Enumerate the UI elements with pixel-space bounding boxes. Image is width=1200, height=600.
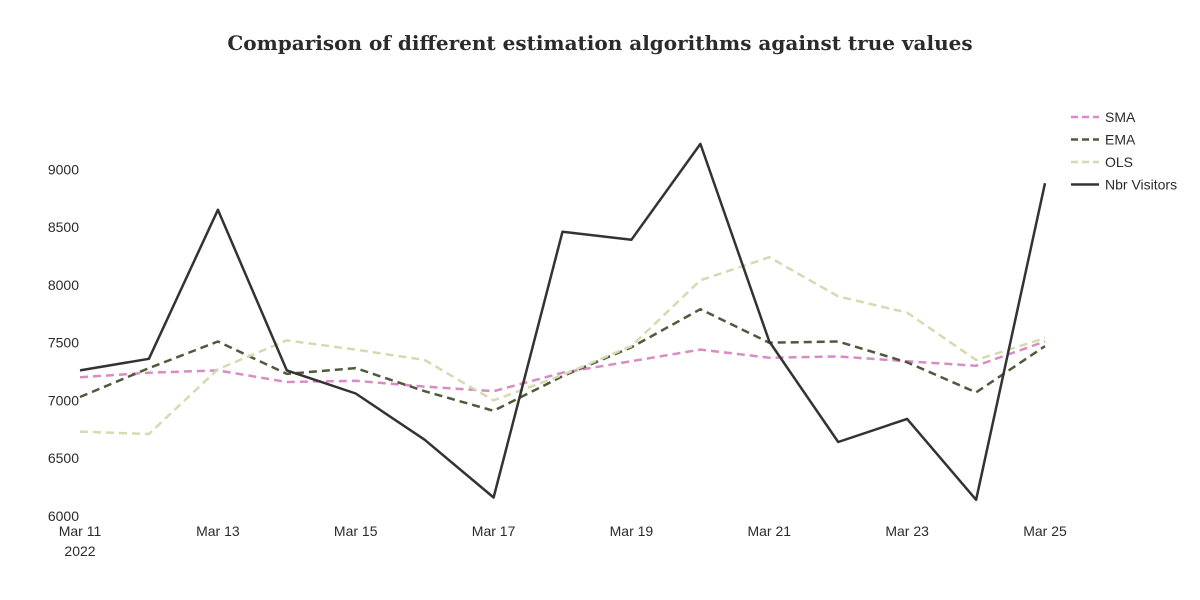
x-tick-label: Mar 21 [747, 523, 791, 539]
y-tick-label: 6500 [48, 450, 79, 466]
x-axis: Mar 11 2022 Mar 13 Mar 15 Mar 17 Mar 19 Mar 21… [59, 523, 1067, 559]
x-tick-label: Mar 23 [885, 523, 929, 539]
y-tick-label: 8000 [48, 277, 79, 293]
series-line-ols [79, 255, 1046, 436]
x-tick-label: Mar 13 [196, 523, 240, 539]
legend-label: Nbr Visitors [1105, 177, 1177, 193]
plot-area [79, 142, 1047, 502]
chart-title: Comparison of different estimation algor… [227, 31, 972, 55]
y-tick-label: 7000 [48, 392, 79, 408]
legend-label: EMA [1105, 132, 1136, 148]
y-axis: 6000 6500 7000 7500 8000 8500 9000 [48, 161, 79, 524]
legend: SMA EMA OLS Nbr Visitors [1071, 109, 1177, 193]
y-tick-label: 8500 [48, 219, 79, 235]
y-tick-label: 7500 [48, 335, 79, 351]
series-line-ema [79, 307, 1046, 413]
y-tick-label: 9000 [48, 161, 79, 177]
x-tick-label: Mar 15 [334, 523, 378, 539]
series-line-sma [79, 340, 1046, 393]
series-line-nbr-visitors [79, 142, 1047, 502]
x-tick-label: Mar 11 [59, 523, 102, 539]
legend-label: SMA [1105, 109, 1136, 125]
legend-label: OLS [1105, 154, 1133, 170]
y-tick-label: 6000 [48, 508, 79, 524]
x-tick-label: Mar 19 [610, 523, 654, 539]
x-tick-sublabel: 2022 [64, 543, 95, 559]
x-tick-label: Mar 17 [472, 523, 516, 539]
x-tick-label: Mar 25 [1023, 523, 1067, 539]
